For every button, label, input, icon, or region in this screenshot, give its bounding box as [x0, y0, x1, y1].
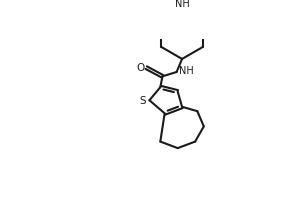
Text: S: S [140, 96, 146, 106]
Text: NH: NH [179, 66, 194, 76]
Text: O: O [136, 63, 145, 73]
Text: NH: NH [175, 0, 189, 9]
